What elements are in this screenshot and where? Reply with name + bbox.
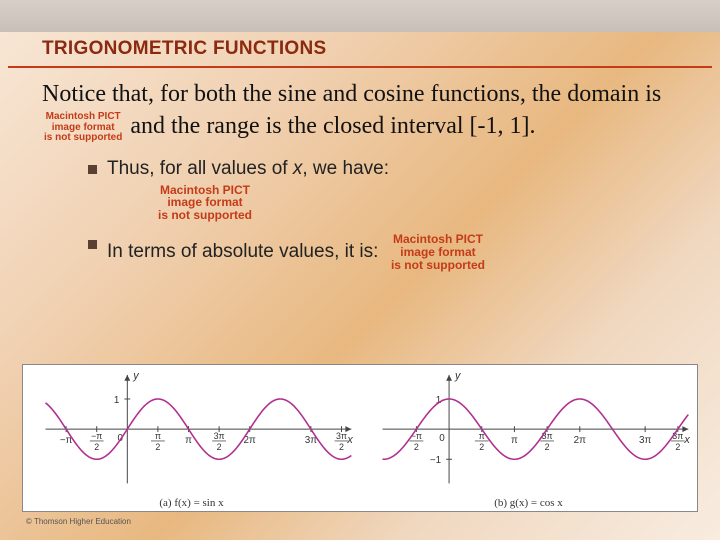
svg-text:x: x <box>346 434 353 446</box>
svg-text:−π: −π <box>91 431 102 441</box>
svg-text:0: 0 <box>439 433 445 444</box>
top-bar <box>0 0 720 32</box>
bullet-square-icon <box>88 240 97 249</box>
sine-caption: (a) f(x) = sin x <box>23 497 360 509</box>
pict-placeholder-block-1: Macintosh PICTimage formatis not support… <box>156 184 678 222</box>
svg-text:3π: 3π <box>639 435 651 446</box>
bullet-1-text: Thus, for all values of x, we have: <box>107 158 389 180</box>
svg-text:2: 2 <box>94 442 99 452</box>
cosine-chart: yx01−1−π2π2π3π22π3π3π2 (b) g(x) = cos x <box>360 365 697 511</box>
sine-chart: yx01−π−π2π2π3π22π3π3π2 (a) f(x) = sin x <box>23 365 360 511</box>
credit-line: © Thomson Higher Education <box>26 517 131 526</box>
para-text-1: Notice that, for both the sine and cosin… <box>42 81 661 107</box>
svg-text:1: 1 <box>114 395 119 406</box>
svg-text:2: 2 <box>479 442 484 452</box>
svg-text:2: 2 <box>339 442 344 452</box>
pict-placeholder-inline-2: Macintosh PICTimage formatis not support… <box>389 233 487 271</box>
svg-text:y: y <box>454 370 461 382</box>
chart-panel: yx01−π−π2π2π3π22π3π3π2 (a) f(x) = sin x … <box>22 364 698 512</box>
svg-text:y: y <box>132 370 139 382</box>
cosine-caption: (b) g(x) = cos x <box>360 497 697 509</box>
svg-text:3π: 3π <box>336 431 347 441</box>
svg-text:x: x <box>683 434 690 446</box>
svg-text:2: 2 <box>675 442 680 452</box>
svg-text:2: 2 <box>217 442 222 452</box>
bullet-2-text: In terms of absolute values, it is: Maci… <box>107 233 487 271</box>
svg-text:2π: 2π <box>574 435 586 446</box>
bullet-1: Thus, for all values of x, we have: <box>88 158 678 180</box>
svg-text:2: 2 <box>545 442 550 452</box>
bullet-square-icon <box>88 165 97 174</box>
svg-text:π: π <box>185 435 192 446</box>
pict-placeholder-inline: Macintosh PICTimage formatis not support… <box>42 112 124 144</box>
bullet-list: Thus, for all values of x, we have: Maci… <box>88 158 678 272</box>
svg-text:2: 2 <box>155 442 160 452</box>
svg-text:π: π <box>511 435 518 446</box>
svg-text:−1: −1 <box>430 455 441 466</box>
content: Notice that, for both the sine and cosin… <box>0 68 720 271</box>
svg-text:π: π <box>155 431 161 441</box>
heading-band: TRIGONOMETRIC FUNCTIONS <box>0 32 720 64</box>
main-paragraph: Notice that, for both the sine and cosin… <box>42 78 678 144</box>
svg-text:3π: 3π <box>214 431 225 441</box>
svg-text:2: 2 <box>414 442 419 452</box>
page-title: TRIGONOMETRIC FUNCTIONS <box>42 38 678 60</box>
bullet-2: In terms of absolute values, it is: Maci… <box>88 233 678 271</box>
para-text-2: and the range is the closed interval [-1… <box>124 113 535 139</box>
